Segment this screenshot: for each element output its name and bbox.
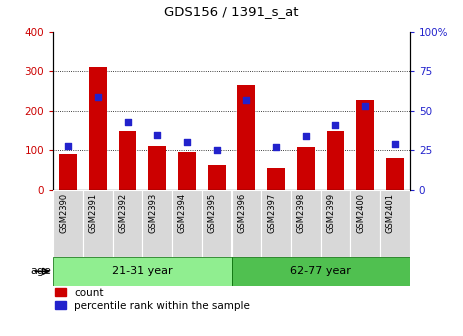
- Bar: [83, 190, 113, 257]
- Point: [213, 148, 220, 153]
- Bar: [232, 190, 261, 257]
- Bar: [53, 190, 83, 257]
- Text: GSM2397: GSM2397: [267, 193, 276, 234]
- Text: GSM2396: GSM2396: [238, 193, 246, 234]
- Bar: [202, 190, 232, 257]
- Text: GSM2400: GSM2400: [356, 193, 365, 233]
- Bar: [148, 145, 166, 190]
- Bar: [291, 190, 320, 257]
- Bar: [357, 100, 374, 190]
- Text: 21-31 year: 21-31 year: [112, 266, 173, 276]
- Point: [94, 94, 101, 99]
- Bar: [178, 152, 196, 190]
- Text: GSM2393: GSM2393: [148, 193, 157, 234]
- Text: GSM2394: GSM2394: [178, 193, 187, 233]
- Bar: [380, 190, 410, 257]
- Point: [154, 132, 161, 137]
- Bar: [208, 165, 225, 190]
- Bar: [386, 158, 404, 190]
- Legend: count, percentile rank within the sample: count, percentile rank within the sample: [55, 288, 250, 311]
- Text: GSM2392: GSM2392: [119, 193, 127, 233]
- Text: GSM2391: GSM2391: [89, 193, 98, 233]
- Bar: [238, 85, 255, 190]
- Point: [391, 141, 399, 147]
- Point: [302, 133, 309, 139]
- Point: [272, 144, 280, 150]
- Text: GSM2390: GSM2390: [59, 193, 68, 233]
- Bar: [261, 190, 291, 257]
- Point: [124, 119, 131, 125]
- Text: GSM2401: GSM2401: [386, 193, 395, 233]
- Bar: [350, 190, 380, 257]
- Bar: [267, 168, 285, 190]
- Point: [243, 97, 250, 102]
- Bar: [232, 257, 410, 286]
- Bar: [119, 131, 137, 190]
- Bar: [326, 131, 344, 190]
- Point: [362, 103, 369, 109]
- Bar: [143, 190, 172, 257]
- Text: age: age: [30, 266, 51, 276]
- Point: [332, 122, 339, 128]
- Bar: [59, 154, 77, 190]
- Text: GDS156 / 1391_s_at: GDS156 / 1391_s_at: [164, 5, 299, 18]
- Bar: [320, 190, 350, 257]
- Point: [64, 143, 72, 148]
- Bar: [113, 190, 143, 257]
- Text: GSM2395: GSM2395: [207, 193, 217, 233]
- Bar: [53, 257, 232, 286]
- Bar: [89, 68, 107, 190]
- Bar: [172, 190, 202, 257]
- Point: [183, 140, 191, 145]
- Text: 62-77 year: 62-77 year: [290, 266, 351, 276]
- Bar: [297, 147, 315, 190]
- Text: GSM2398: GSM2398: [297, 193, 306, 234]
- Text: GSM2399: GSM2399: [326, 193, 336, 233]
